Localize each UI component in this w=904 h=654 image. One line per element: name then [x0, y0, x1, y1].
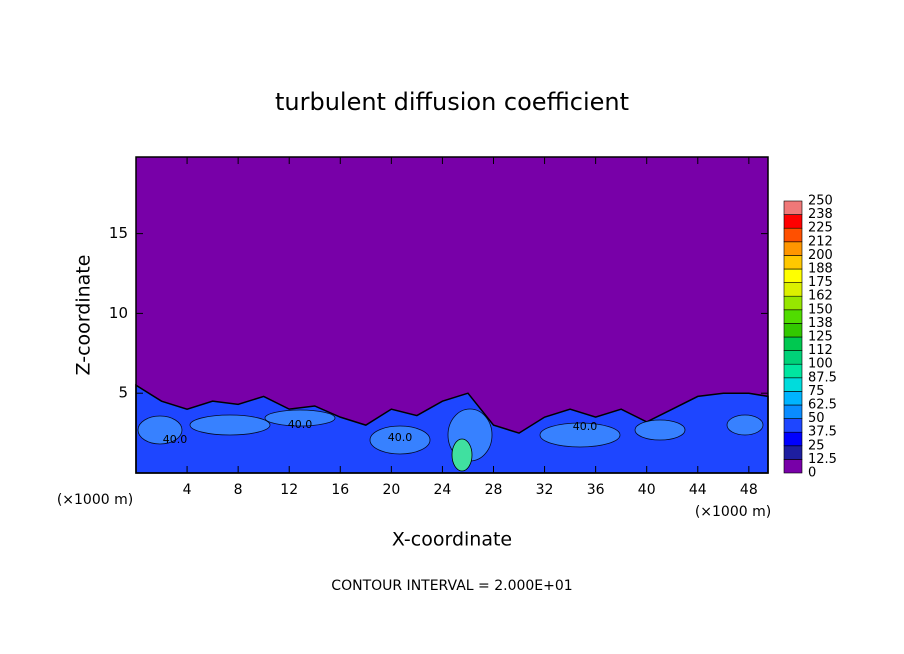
contour-label: 40.0 — [163, 433, 188, 446]
colorbar-band — [783, 309, 803, 324]
x-tick-label: 24 — [434, 482, 452, 498]
contour-label: 40.0 — [573, 420, 598, 433]
x-tick-label: 4 — [183, 482, 192, 498]
inner-patch — [451, 438, 473, 472]
y-axis-label: Z-coordinate — [73, 255, 95, 376]
footer-note: CONTOUR INTERVAL = 2.000E+01 — [331, 578, 572, 594]
x-tick-label: 20 — [382, 482, 400, 498]
inner-patch — [137, 415, 183, 445]
y-tick-label: 5 — [118, 384, 128, 402]
inner-patch — [634, 419, 686, 441]
inner-patch — [369, 425, 431, 455]
colorbar-label: 100 — [808, 357, 833, 372]
colorbar-band — [783, 459, 803, 474]
inner-patch — [264, 409, 336, 427]
colorbar-label: 212 — [808, 234, 833, 249]
colorbar-band — [783, 350, 803, 365]
colorbar-label: 250 — [808, 194, 833, 209]
colorbar-band — [783, 404, 803, 419]
plot-frame — [135, 156, 769, 474]
colorbar-band — [783, 323, 803, 338]
x-tick-label: 36 — [587, 482, 605, 498]
colorbar-label: 200 — [808, 248, 833, 263]
colorbar-label: 25 — [808, 438, 825, 453]
x-tick-label: 28 — [485, 482, 503, 498]
contour-label: 40.0 — [288, 418, 313, 431]
x-tick-label: 8 — [234, 482, 243, 498]
colorbar-band — [783, 295, 803, 311]
x-tick-label: 40 — [638, 482, 656, 498]
colorbar-band — [783, 214, 803, 229]
inner-patch — [726, 414, 764, 436]
x-tick-label: 48 — [740, 482, 758, 498]
x-axis-label: X-coordinate — [392, 529, 512, 551]
x-tick-label: 12 — [280, 482, 298, 498]
colorbar-label: 138 — [808, 316, 833, 331]
colorbar-label: 188 — [808, 262, 833, 277]
contour-label: 40.0 — [388, 431, 413, 444]
colorbar-band — [783, 336, 803, 351]
inner-patch — [189, 414, 271, 436]
inner-patch — [539, 422, 621, 448]
y-tick-label: 15 — [109, 224, 128, 242]
x-tick-label: 32 — [536, 482, 554, 498]
colorbar-band — [783, 282, 803, 297]
colorbar-label: 37.5 — [808, 425, 837, 440]
colorbar-label: 238 — [808, 207, 833, 222]
colorbar-label: 112 — [808, 343, 833, 358]
chart-title: turbulent diffusion coefficient — [275, 88, 629, 116]
colorbar-band — [783, 363, 803, 379]
colorbar-label: 12.5 — [808, 452, 837, 467]
colorbar-band — [783, 241, 803, 256]
x-unit-label: (×1000 m) — [695, 504, 771, 520]
colorbar-label: 62.5 — [808, 398, 837, 413]
inner-patches — [137, 408, 764, 472]
colorbar-band — [783, 445, 803, 460]
colorbar-band — [783, 391, 803, 406]
colorbar-label: 175 — [808, 275, 833, 290]
colorbar-label: 87.5 — [808, 370, 837, 385]
colorbar-band — [783, 431, 803, 447]
colorbar-band — [783, 377, 803, 392]
colorbar-band — [783, 200, 803, 215]
colorbar-band — [783, 227, 803, 243]
x-tick-label: 44 — [689, 482, 707, 498]
x-unit-label: (×1000 m) — [57, 492, 133, 508]
colorbar-label: 75 — [808, 384, 825, 399]
colorbar-label: 50 — [808, 411, 825, 426]
colorbar-band — [783, 418, 803, 433]
colorbar-label: 162 — [808, 289, 833, 304]
colorbar-band — [783, 268, 803, 283]
colorbar-label: 0 — [808, 466, 816, 481]
x-tick-label: 16 — [331, 482, 349, 498]
colorbar-label: 125 — [808, 330, 833, 345]
y-tick-label: 10 — [109, 304, 128, 322]
colorbar-label: 225 — [808, 221, 833, 236]
colorbar-label: 150 — [808, 302, 833, 317]
colorbar-band — [783, 255, 803, 270]
